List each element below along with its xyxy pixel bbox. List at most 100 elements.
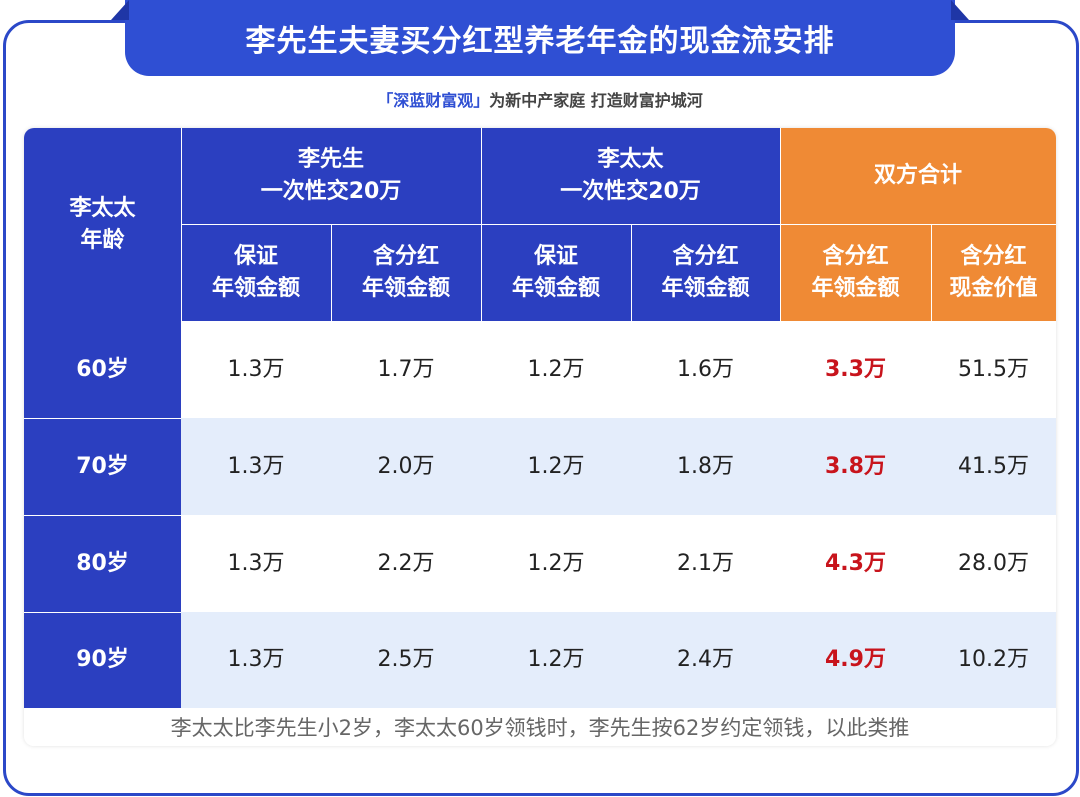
subheader-mrs-guarantee: 保证 年领金额	[481, 224, 631, 321]
table-cell-highlight: 3.3万	[780, 321, 931, 418]
cell-value: 1.2万	[527, 647, 585, 673]
row-age-70: 70岁	[24, 418, 181, 515]
divider	[24, 515, 181, 516]
cell-value: 2.4万	[677, 647, 734, 673]
subtitle: 「深蓝财富观」为新中产家庭 打造财富护城河	[0, 87, 1080, 111]
cell-value: 1.2万	[527, 356, 585, 382]
title-banner: 李先生夫妻买分红型养老年金的现金流安排	[111, 0, 969, 76]
table-cell: 28.0万	[931, 515, 1056, 612]
cell-value: 2.2万	[377, 550, 435, 576]
table-cell-highlight: 4.9万	[780, 612, 931, 708]
divider	[24, 612, 181, 613]
cell-value: 1.2万	[527, 453, 585, 479]
row-age-60: 60岁	[24, 321, 181, 418]
header-mr-li-line1: 李先生	[297, 147, 364, 173]
cell-value: 1.2万	[527, 550, 585, 576]
subheader-line1: 保证	[533, 243, 578, 269]
divider	[631, 224, 632, 321]
table-cell: 2.1万	[631, 515, 780, 612]
banner-ear-right	[951, 0, 969, 20]
table-cell-highlight: 3.8万	[780, 418, 931, 515]
banner-ear-left	[111, 0, 129, 20]
page-title: 李先生夫妻买分红型养老年金的现金流安排	[245, 24, 835, 59]
header-combined: 双方合计	[780, 128, 1056, 224]
table-cell: 1.3万	[181, 418, 331, 515]
divider	[24, 418, 181, 419]
slogan: 为新中产家庭 打造财富护城河	[489, 91, 703, 110]
table-cell: 2.2万	[331, 515, 481, 612]
row-age-90: 90岁	[24, 612, 181, 708]
table-cell-highlight: 4.3万	[780, 515, 931, 612]
table-cell: 1.6万	[631, 321, 780, 418]
cell-value: 1.8万	[677, 453, 734, 479]
divider	[931, 224, 932, 321]
table-cell: 41.5万	[931, 418, 1056, 515]
cell-value: 51.5万	[958, 356, 1029, 382]
header-combined-label: 双方合计	[873, 163, 962, 189]
table-cell: 1.2万	[481, 418, 631, 515]
table-cell: 1.3万	[181, 515, 331, 612]
subheader-mr-guarantee: 保证 年领金额	[181, 224, 331, 321]
header-mr-li-line2: 一次性交20万	[260, 179, 402, 204]
subheader-line2: 年领金额	[511, 275, 600, 301]
subheader-combined-dividend: 含分红 年领金额	[780, 224, 931, 321]
subheader-line1: 保证	[233, 243, 278, 269]
subheader-line2: 年领金额	[811, 275, 900, 301]
cell-value: 10.2万	[958, 647, 1029, 673]
cell-value: 1.7万	[377, 356, 435, 382]
cell-value: 1.3万	[227, 356, 285, 382]
header-age: 李太太 年龄	[24, 128, 181, 321]
subheader-mr-dividend: 含分红 年领金额	[331, 224, 481, 321]
cell-value: 2.1万	[677, 550, 734, 576]
cell-value: 4.9万	[825, 647, 886, 673]
cell-value: 3.3万	[825, 356, 886, 382]
header-mrs-li: 李太太一次性交20万	[481, 128, 780, 224]
header-age-line1: 李太太	[69, 195, 136, 221]
table-cell: 51.5万	[931, 321, 1056, 418]
age-label: 60岁	[76, 356, 129, 382]
subheader-mrs-dividend: 含分红 年领金额	[631, 224, 780, 321]
age-label: 90岁	[76, 647, 129, 673]
table-cell: 1.3万	[181, 321, 331, 418]
subheader-line2: 现金价值	[949, 275, 1038, 301]
table-cell: 1.2万	[481, 612, 631, 708]
cell-value: 28.0万	[958, 550, 1029, 576]
age-label: 80岁	[76, 550, 129, 576]
divider	[331, 224, 332, 321]
table-cell: 2.4万	[631, 612, 780, 708]
table-cell: 1.3万	[181, 612, 331, 708]
cell-value: 3.8万	[825, 453, 886, 479]
subheader-line1: 含分红	[822, 243, 889, 269]
divider	[181, 224, 1056, 225]
cell-value: 2.0万	[377, 453, 435, 479]
table-cell: 2.5万	[331, 612, 481, 708]
row-age-80: 80岁	[24, 515, 181, 612]
age-label: 70岁	[76, 453, 129, 479]
table-cell: 10.2万	[931, 612, 1056, 708]
header-mrs-li-line1: 李太太	[597, 147, 664, 173]
cell-value: 1.3万	[227, 453, 285, 479]
subheader-line1: 含分红	[960, 243, 1027, 269]
table-cell: 1.7万	[331, 321, 481, 418]
table-cell: 1.2万	[481, 321, 631, 418]
subheader-line2: 年领金额	[661, 275, 750, 301]
table-cell: 2.0万	[331, 418, 481, 515]
subheader-line1: 含分红	[672, 243, 739, 269]
subheader-line1: 含分红	[372, 243, 439, 269]
footnote: 李太太比李先生小2岁，李太太60岁领钱时，李先生按62岁约定领钱，以此类推	[24, 708, 1056, 746]
subheader-combined-cash-value: 含分红 现金价值	[931, 224, 1056, 321]
header-mrs-li-line2: 一次性交20万	[560, 179, 701, 204]
subheader-line2: 年领金额	[361, 275, 450, 301]
brand-name: 「深蓝财富观」	[377, 91, 490, 110]
table-cell: 1.8万	[631, 418, 780, 515]
cell-value: 4.3万	[825, 550, 886, 576]
cell-value: 41.5万	[958, 453, 1029, 479]
subheader-line2: 年领金额	[211, 275, 300, 301]
table-cell: 1.2万	[481, 515, 631, 612]
cell-value: 1.6万	[677, 356, 734, 382]
header-mr-li: 李先生一次性交20万	[181, 128, 481, 224]
cell-value: 1.3万	[227, 647, 285, 673]
cell-value: 2.5万	[377, 647, 435, 673]
header-age-line2: 年龄	[80, 227, 125, 253]
